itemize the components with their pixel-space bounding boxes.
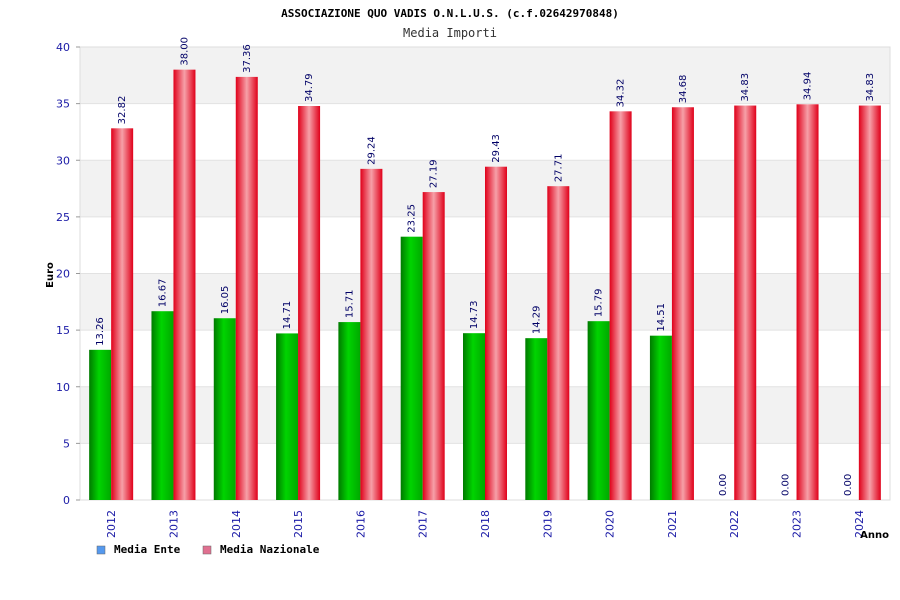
data-labels: 13.26 32.82 16.67 38.00 16.05 37.36 14.71 34.79… (95, 37, 876, 496)
legend-label-ente: Media Ente (114, 543, 181, 556)
bar-media-ente (525, 338, 548, 500)
bar-media-ente (587, 321, 610, 500)
bar-media-nazionale (796, 104, 819, 500)
data-label: 0.00 (843, 474, 854, 496)
data-label: 14.29 (531, 306, 542, 335)
data-label: 37.36 (242, 44, 253, 73)
data-label: 23.25 (407, 204, 418, 233)
data-label: 0.00 (718, 474, 729, 496)
y-tick-label: 0 (63, 494, 70, 507)
data-label: 32.82 (117, 96, 128, 125)
bar-media-ente (463, 333, 485, 500)
bar-media-ente (276, 333, 299, 500)
bar-media-nazionale (235, 76, 258, 500)
bar-media-ente (400, 236, 423, 500)
y-tick-label: 5 (63, 437, 70, 450)
x-tick-label: 2013 (167, 510, 180, 538)
y-tick-label: 10 (56, 381, 70, 394)
bar-media-nazionale (360, 168, 383, 500)
data-label: 34.32 (616, 79, 627, 108)
x-tick-label: 2023 (791, 510, 804, 538)
bars (89, 69, 881, 501)
x-tick-label: 2014 (230, 510, 243, 538)
bar-media-nazionale (671, 107, 694, 501)
y-tick-label: 15 (56, 324, 70, 337)
bar-media-ente (338, 322, 361, 500)
y-tick-label: 35 (56, 98, 70, 111)
y-axis-title: Euro (45, 262, 56, 288)
x-tick-label: 2018 (479, 510, 492, 538)
bar-media-ente (151, 311, 174, 500)
x-tick-label: 2022 (728, 510, 741, 538)
data-label: 29.24 (366, 136, 377, 165)
legend: Media Ente Media Nazionale (96, 543, 320, 556)
bar-media-nazionale (485, 166, 507, 500)
x-tick-label: 2020 (604, 510, 617, 538)
x-axis-title: Anno (860, 530, 889, 541)
data-label: 34.83 (740, 73, 751, 102)
data-label: 34.79 (304, 73, 315, 102)
data-label: 29.43 (491, 134, 502, 163)
bar-media-ente (213, 318, 236, 500)
x-tick-label: 2017 (417, 510, 430, 538)
bar-media-nazionale (609, 111, 632, 501)
legend-label-nazionale: Media Nazionale (220, 543, 320, 556)
data-label: 38.00 (179, 37, 190, 66)
bar-media-nazionale (858, 105, 881, 501)
data-label: 34.68 (678, 75, 689, 104)
y-axis-ticks: 0 5 10 15 20 25 30 35 40 (56, 41, 80, 507)
data-label: 15.79 (594, 289, 605, 318)
data-label: 14.51 (656, 303, 667, 332)
bar-media-nazionale (173, 69, 196, 501)
x-axis-ticks: 2012 2013 2014 2015 2016 2017 2018 2019 2020 2021… (105, 510, 866, 538)
data-label: 27.19 (429, 159, 440, 188)
x-tick-label: 2015 (292, 510, 305, 538)
x-tick-label: 2012 (105, 510, 118, 538)
plot-band (80, 47, 890, 104)
data-label: 15.71 (344, 289, 355, 318)
bar-media-nazionale (111, 128, 134, 500)
data-label: 14.73 (469, 301, 480, 330)
data-label: 14.71 (282, 301, 293, 330)
x-tick-label: 2021 (666, 510, 679, 538)
bar-media-nazionale (422, 192, 445, 501)
data-label: 13.26 (95, 317, 106, 346)
bar-media-nazionale (298, 106, 321, 501)
data-label: 34.94 (803, 72, 814, 101)
y-tick-label: 30 (56, 154, 70, 167)
chart-subtitle: Media Importi (403, 26, 497, 40)
x-tick-label: 2019 (541, 510, 554, 538)
x-tick-label: 2016 (354, 510, 367, 538)
chart-title: ASSOCIAZIONE QUO VADIS O.N.L.U.S. (c.f.0… (281, 7, 619, 20)
legend-swatch-ente (96, 545, 106, 555)
bar-media-nazionale (734, 105, 757, 501)
legend-swatch-nazionale (202, 545, 212, 555)
data-label: 0.00 (781, 474, 792, 496)
y-tick-label: 25 (56, 211, 70, 224)
data-label: 34.83 (865, 73, 876, 102)
data-label: 16.05 (220, 286, 231, 315)
bar-media-ente (89, 349, 112, 500)
bar-media-nazionale (547, 186, 570, 500)
y-tick-label: 20 (56, 268, 70, 281)
bar-media-ente (649, 335, 672, 500)
data-label: 16.67 (157, 279, 168, 308)
x-tick-label: 2024 (853, 510, 866, 538)
y-tick-label: 40 (56, 41, 70, 54)
data-label: 27.71 (553, 154, 564, 183)
